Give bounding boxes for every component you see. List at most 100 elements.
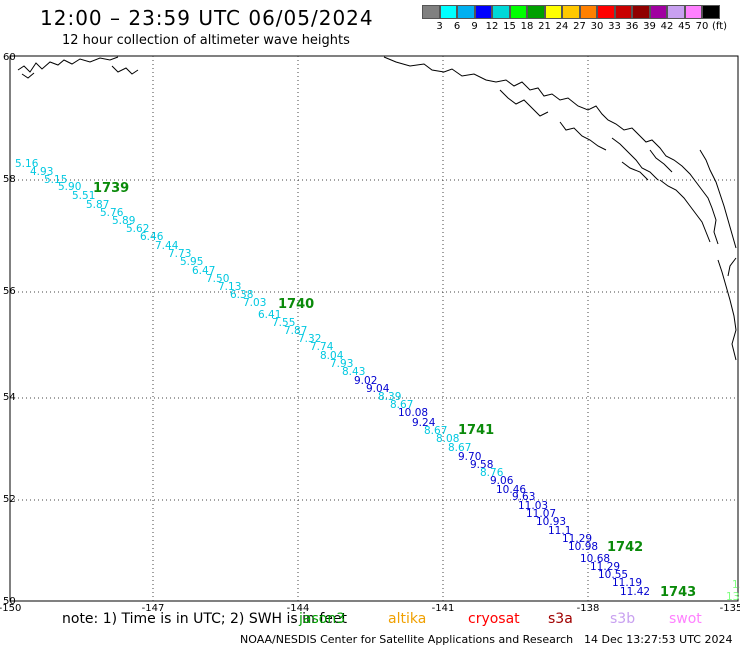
legend-swatch — [597, 5, 615, 19]
lat-label: 58 — [3, 174, 16, 185]
satellite-swot: swot — [669, 611, 702, 627]
wave-height-label: 7.50 — [206, 273, 229, 285]
wave-height-label: 1. — [732, 579, 740, 591]
lon-label: -141 — [432, 603, 455, 614]
legend-label: 70 — [695, 21, 709, 32]
wave-height-label: 7.55 — [272, 317, 295, 329]
wave-height-label: 11.42 — [620, 586, 650, 598]
wave-height-label: 11.19 — [612, 577, 642, 589]
note-row: note: 1) Time is in UTC; 2) SWH is in fe… — [0, 611, 740, 629]
legend-swatch — [457, 5, 475, 19]
legend-swatch — [527, 5, 545, 19]
wave-height-label: 9.06 — [490, 475, 514, 487]
wave-height-label: 8.67 — [390, 399, 413, 411]
wave-height-label: 5.95 — [180, 256, 203, 268]
legend-label: 45 — [678, 21, 691, 32]
wave-height-label: 5.15 — [44, 174, 67, 186]
legend-label: 3 — [436, 21, 443, 32]
legend-label: 39 — [643, 21, 656, 32]
legend-swatch — [702, 5, 720, 19]
wave-height-label: 10.68 — [580, 553, 610, 565]
color-legend — [422, 5, 720, 19]
wave-height-label: 9.58 — [470, 459, 493, 471]
wave-height-label: 7.93 — [330, 358, 353, 370]
wave-height-label: 9.63 — [512, 491, 535, 503]
wave-height-label: 10.55 — [598, 569, 628, 581]
coastline — [17, 56, 737, 361]
color-legend-labels: 3 6 9 12 15 18 21 24 27 30 33 36 39 42 45 70 (ft) — [422, 21, 740, 35]
legend-label: 18 — [520, 21, 534, 32]
lat-label: 60 — [3, 52, 16, 63]
wave-height-labels: 5.164.935.155.905.515.875.765.895.626.46… — [15, 158, 740, 603]
legend-label: 21 — [538, 21, 551, 32]
legend-swatch — [422, 5, 440, 19]
lon-label: -138 — [577, 603, 600, 614]
wave-height-label: 7.32 — [298, 333, 321, 345]
track-time-labels: 1739 1740 1741 1742 1743 — [93, 181, 696, 600]
wave-height-label: 8.04 — [320, 350, 344, 362]
wave-height-label: 5.62 — [126, 223, 149, 235]
legend-label: 24 — [555, 21, 569, 32]
track-time-label: 1741 — [458, 423, 494, 438]
legend-label: 42 — [660, 21, 674, 32]
note-text: note: 1) Time is in UTC; 2) SWH is in fe… — [62, 611, 348, 627]
wave-height-label: 5.87 — [86, 199, 109, 211]
wave-height-label: 7.87 — [284, 325, 307, 337]
wave-height-label: 5.16 — [15, 158, 39, 170]
wave-height-label: 11.1 — [548, 525, 571, 537]
legend-swatch — [492, 5, 510, 19]
track-time-label: 1740 — [278, 297, 314, 312]
satellite-cryosat: cryosat — [468, 611, 520, 627]
legend-swatch — [509, 5, 527, 19]
wave-height-label: 7.03 — [243, 297, 266, 309]
legend-swatch — [579, 5, 597, 19]
wave-height-label: 8.39 — [378, 391, 401, 403]
wave-height-label: 5.51 — [72, 190, 95, 202]
track-time-label: 1743 — [660, 585, 696, 600]
legend-swatch — [562, 5, 580, 19]
legend-swatch — [632, 5, 650, 19]
wave-height-label: 10.08 — [398, 407, 428, 419]
lat-label: 54 — [3, 392, 16, 403]
satellite-altika: altika — [388, 611, 427, 627]
wave-height-label: 5.90 — [58, 181, 81, 193]
legend-swatch — [614, 5, 632, 19]
wave-height-label: 8.08 — [436, 433, 459, 445]
wave-height-label: 9.02 — [354, 375, 377, 387]
wave-height-label: 8.43 — [342, 366, 365, 378]
lon-label: -135 — [720, 603, 740, 614]
lat-label: 56 — [3, 286, 16, 297]
satellite-s3b: s3b — [610, 611, 636, 627]
wave-height-label: 10.46 — [496, 484, 526, 496]
satellite-jason3: jason3 — [299, 611, 346, 627]
legend-label: 9 — [471, 21, 478, 32]
wave-height-label: 9.24 — [412, 417, 436, 429]
wave-height-label: 8.67 — [448, 442, 471, 454]
lon-label: -144 — [287, 603, 310, 614]
wave-height-label: 11.29 — [562, 533, 592, 545]
wave-height-label: 8.76 — [480, 467, 504, 479]
legend-label: 33 — [608, 21, 621, 32]
legend-swatch — [474, 5, 492, 19]
wave-height-label: 10.98 — [568, 541, 598, 553]
map-title: 12:00 – 23:59 UTC 06/05/2024 — [40, 6, 374, 30]
wave-height-label: 9.04 — [366, 383, 390, 395]
lat-label: 52 — [3, 494, 16, 505]
wave-height-label: 8.67 — [424, 425, 447, 437]
wave-height-label: 5.89 — [112, 215, 135, 227]
legend-label: 12 — [485, 21, 499, 32]
wave-height-label: 13. — [726, 591, 740, 603]
lon-label: -150 — [0, 603, 21, 614]
legend-label: 15 — [503, 21, 516, 32]
wave-height-label: 7.44 — [155, 240, 179, 252]
legend-label: 6 — [453, 21, 461, 32]
wave-height-label: 10.93 — [536, 516, 566, 528]
lon-label: -147 — [142, 603, 165, 614]
legend-swatch — [544, 5, 562, 19]
wave-height-label: 5.76 — [100, 207, 124, 219]
graticule — [10, 56, 738, 601]
wave-height-label: 6.47 — [192, 265, 215, 277]
axis-labels: -150 -147 -144 -141 -138 -135 60 58 56 5… — [0, 52, 740, 614]
wave-height-label: 11.03 — [518, 500, 548, 512]
